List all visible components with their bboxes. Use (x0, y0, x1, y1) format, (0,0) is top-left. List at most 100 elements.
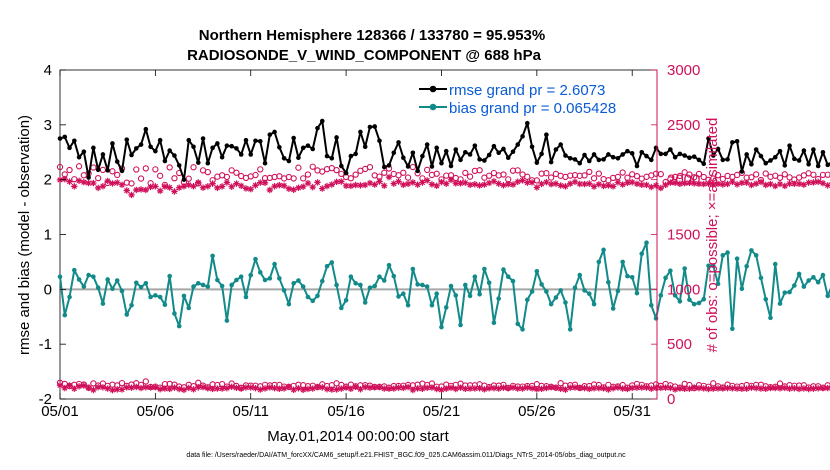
rmse-point (95, 167, 101, 173)
bias-point (539, 282, 544, 287)
rmse-point (586, 158, 592, 164)
x-tick-label: 05/21 (423, 403, 461, 420)
obs-possible-low-point (118, 379, 126, 387)
rmse-point (477, 157, 482, 162)
y-tick-label: 0 (44, 281, 52, 298)
obs-assimilated-low-point (772, 384, 779, 392)
obs-assimilated-low-point (438, 386, 445, 393)
obs-assimilated-low-point (552, 384, 560, 391)
rmse-point (601, 157, 606, 162)
y-tick-label: 1 (44, 227, 52, 244)
rmse-point (315, 125, 320, 131)
rmse-point (472, 143, 478, 148)
obs-assimilated-point (509, 181, 517, 188)
obs-possible-point (519, 171, 526, 178)
obs-possible-point (524, 173, 531, 180)
obs-assimilated-point (276, 181, 283, 189)
obs-assimilated-point (543, 178, 550, 186)
rmse-point (286, 158, 292, 164)
rmse-point (296, 155, 301, 161)
obs-assimilated-low-point (819, 384, 827, 392)
obs-assimilated-low-point (195, 384, 202, 391)
rmse-point (610, 154, 616, 160)
obs-assimilated-point (252, 182, 259, 189)
obs-possible-point (128, 180, 135, 187)
obs-assimilated-point (810, 179, 817, 186)
rmse-point (596, 157, 602, 163)
bias-point (219, 283, 225, 289)
obs-possible-low-point (142, 378, 149, 385)
obs-assimilated-low-point (247, 384, 254, 391)
obs-assimilated-low-point (109, 386, 116, 394)
rmse-point (796, 158, 802, 163)
bias-point (315, 293, 320, 299)
obs-assimilated-point (552, 180, 560, 187)
rmse-point (300, 145, 306, 151)
obs-assimilated-point (700, 180, 707, 188)
obs-assimilated-low-point (199, 383, 207, 391)
obs-possible-point (633, 173, 641, 180)
bias-point (119, 288, 125, 294)
bias-point (534, 268, 540, 274)
rmse-point (482, 158, 487, 163)
obs-assimilated-point (357, 182, 364, 189)
obs-possible-point (810, 171, 817, 178)
bias-point (353, 281, 358, 286)
bias-point (520, 327, 525, 332)
y2-axis-label: # of obs: o=possible; ×=assimilated (704, 118, 721, 353)
rmse-point (186, 137, 192, 143)
bias-point (401, 291, 406, 297)
obs-assimilated-low-point (366, 384, 374, 391)
rmse-point (429, 164, 435, 169)
obs-assimilated-point (99, 183, 107, 190)
obs-assimilated-point (500, 182, 507, 189)
y2-tick-label: 1000 (667, 281, 700, 298)
rmse-point (229, 143, 234, 149)
obs-assimilated-low-point (285, 383, 293, 391)
obs-assimilated-low-point (595, 384, 603, 392)
obs-assimilated-point (347, 182, 355, 190)
rmse-point (162, 158, 168, 164)
obs-possible-point (295, 164, 302, 171)
rmse-point (806, 162, 811, 167)
obs-assimilated-point (171, 188, 178, 195)
bias-point (463, 282, 468, 288)
obs-assimilated-low-point (447, 384, 455, 392)
rmse-point (143, 126, 149, 132)
obs-possible-point (252, 171, 259, 179)
obs-assimilated-low-point (743, 385, 750, 392)
rmse-point (424, 142, 430, 147)
obs-assimilated-low-point (71, 385, 78, 392)
obs-assimilated-low-point (476, 385, 483, 392)
bias-point (91, 274, 96, 280)
obs-assimilated-point (109, 180, 116, 187)
rmse-point (539, 151, 544, 157)
obs-assimilated-low-point (114, 386, 121, 393)
y-tick-label: 3 (44, 117, 52, 134)
obs-assimilated-point (247, 186, 254, 193)
rmse-point (210, 145, 215, 151)
bias-point (181, 293, 187, 299)
obs-assimilated-low-point (752, 384, 760, 392)
bias-point (458, 322, 463, 328)
obs-assimilated-low-point (466, 385, 474, 392)
rmse-point (334, 135, 339, 140)
bias-point (138, 284, 144, 290)
obs-possible-point (347, 175, 355, 182)
obs-assimilated-point (85, 179, 92, 187)
obs-assimilated-low-point (729, 385, 736, 392)
rmse-point (110, 141, 115, 146)
rmse-point (420, 153, 425, 159)
rmse-point (744, 152, 749, 157)
bias-point (677, 299, 683, 304)
obs-assimilated-point (638, 181, 645, 189)
obs-assimilated-low-point (137, 384, 145, 392)
obs-assimilated-low-point (614, 384, 622, 391)
obs-assimilated-point (590, 183, 598, 190)
bias-point (157, 294, 163, 300)
bias-point (453, 293, 459, 298)
obs-assimilated-low-point (457, 384, 464, 391)
rmse-point (825, 162, 830, 168)
obs-assimilated-point (767, 180, 774, 188)
obs-assimilated-point (209, 180, 216, 187)
